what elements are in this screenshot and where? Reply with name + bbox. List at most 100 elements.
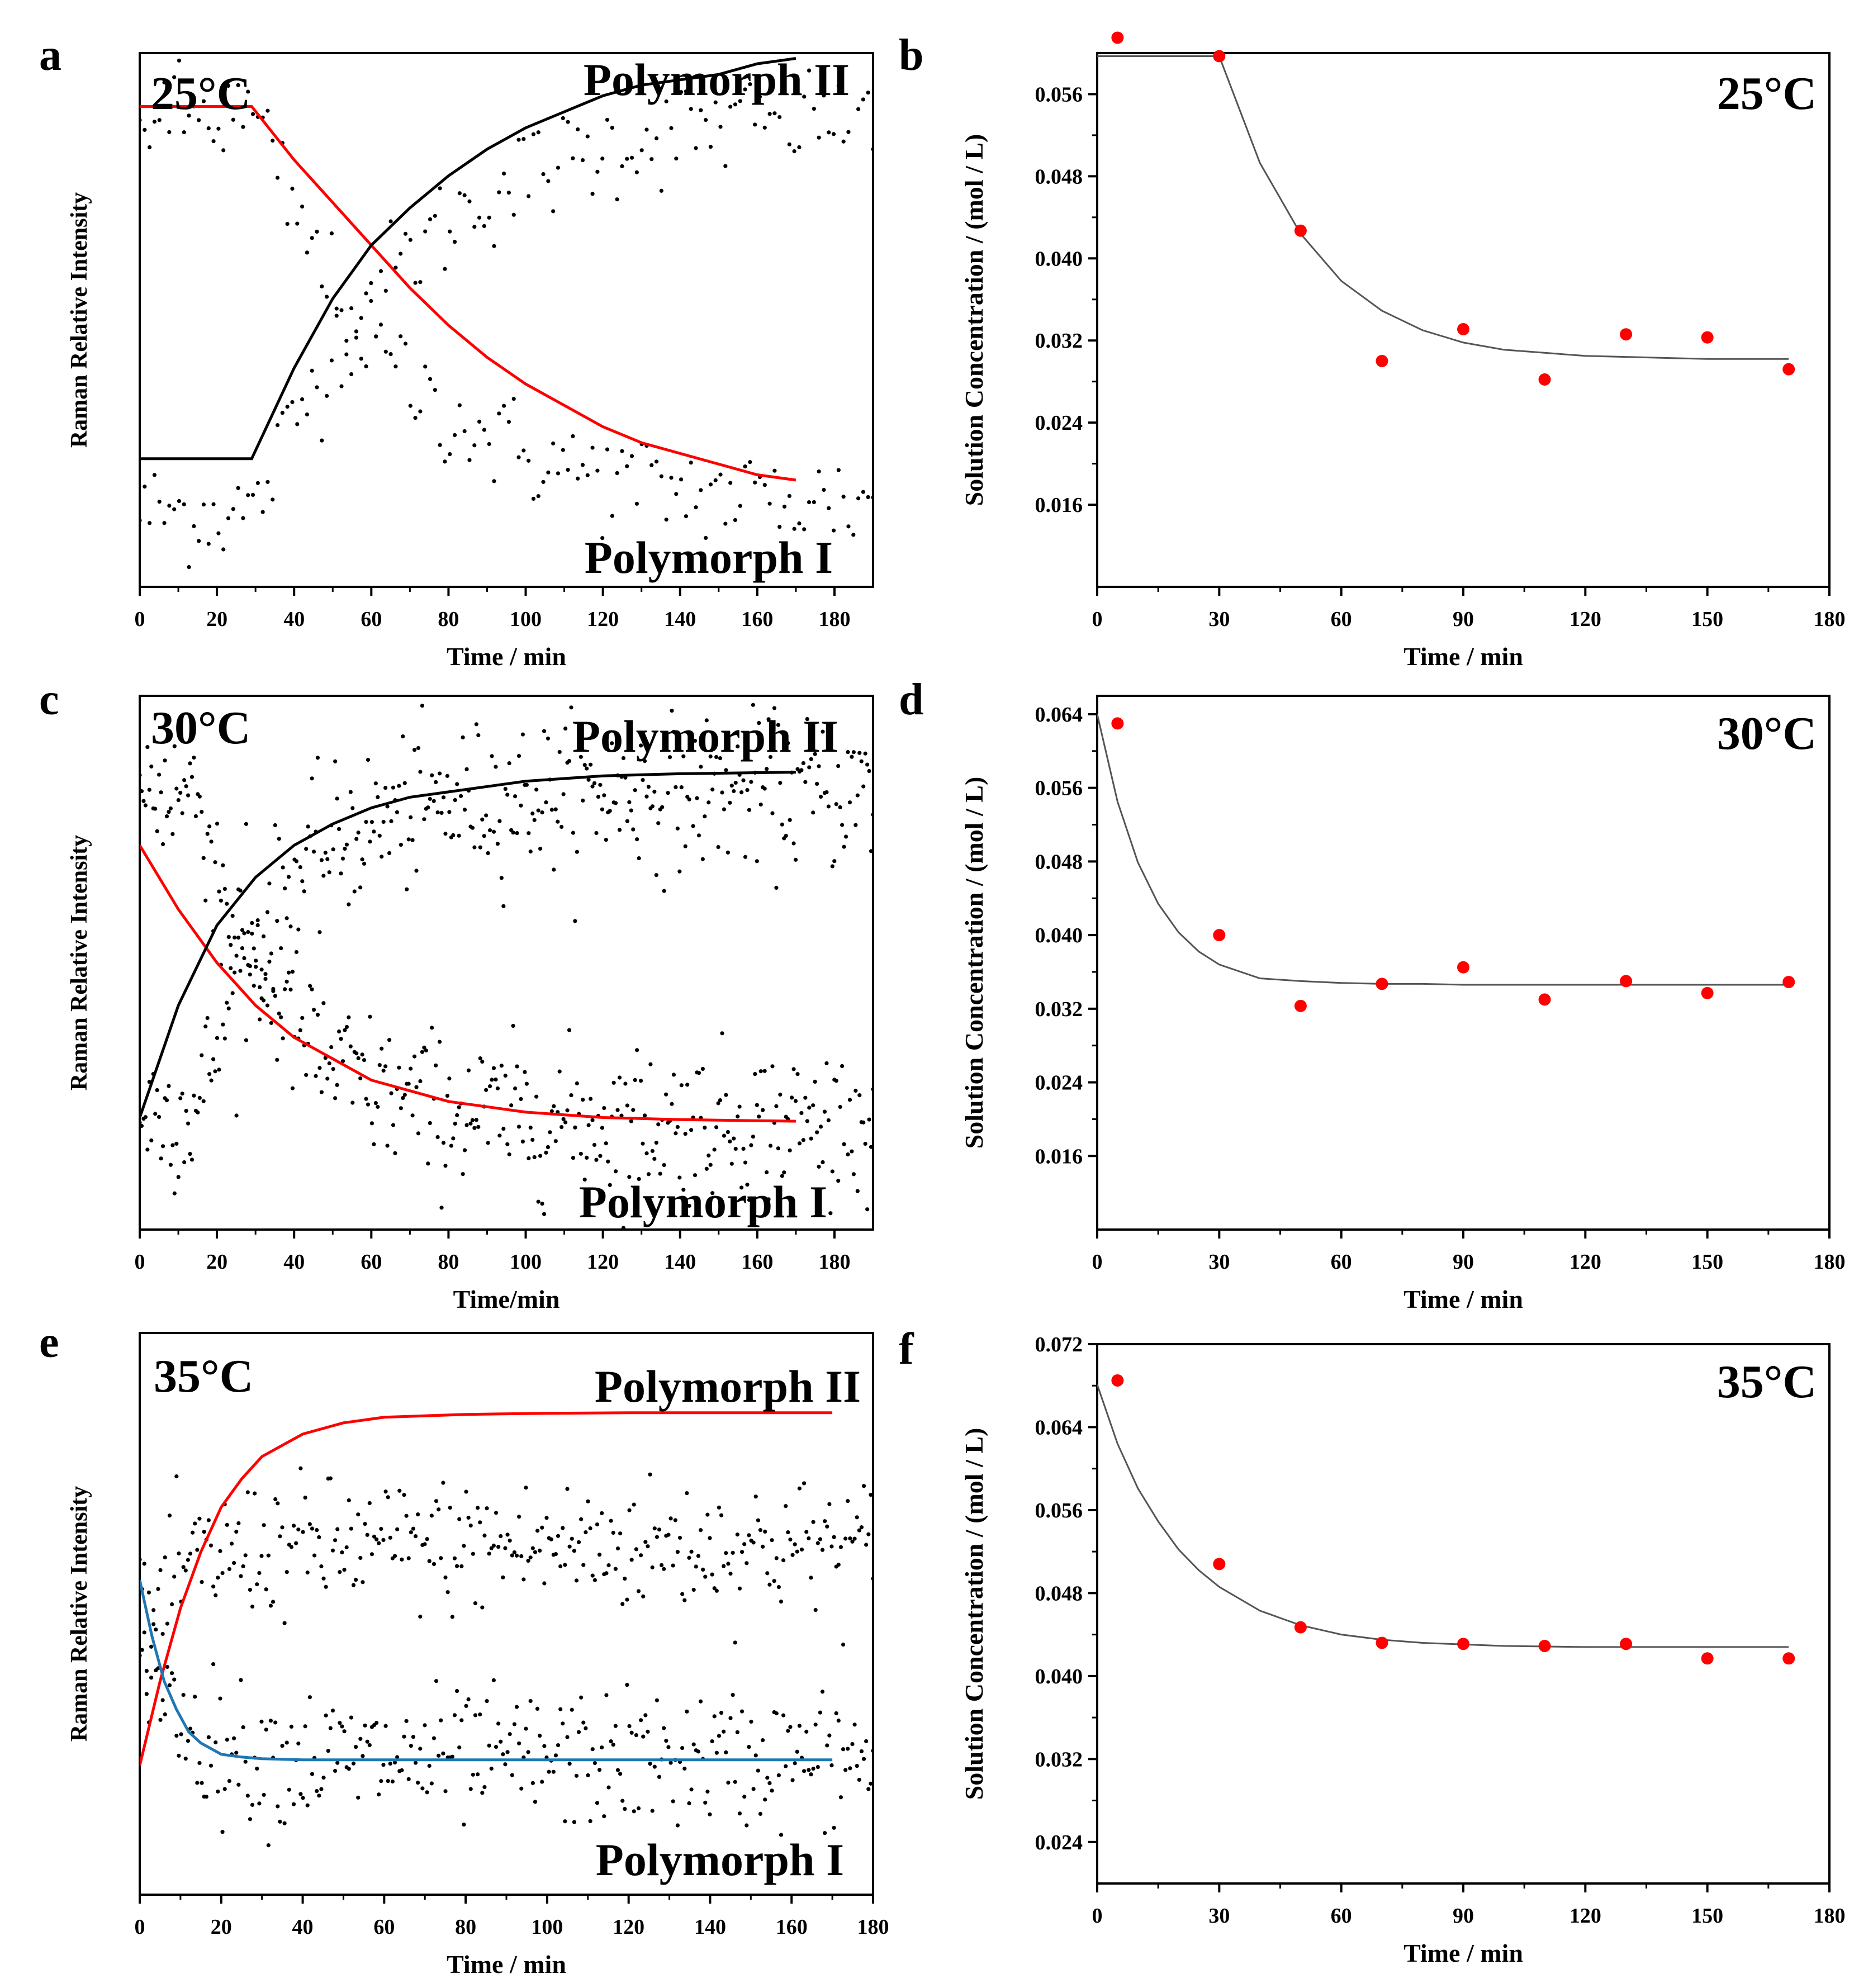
raman-point	[708, 1812, 712, 1816]
raman-point	[149, 1138, 154, 1143]
raman-point	[203, 898, 208, 903]
raman-point	[743, 87, 747, 92]
x-tick-label: 90	[1453, 1904, 1474, 1928]
raman-point	[300, 204, 305, 209]
raman-point	[164, 1098, 169, 1103]
raman-point	[186, 1558, 190, 1562]
raman-point	[859, 1749, 864, 1754]
raman-point	[201, 856, 206, 860]
raman-point	[474, 722, 478, 727]
raman-point	[784, 833, 788, 838]
raman-point	[220, 1571, 225, 1576]
x-tick-label: 120	[1569, 1250, 1601, 1274]
raman-point	[745, 1823, 749, 1828]
raman-point	[369, 1552, 374, 1557]
raman-point	[499, 1739, 503, 1744]
raman-point	[654, 136, 659, 141]
raman-point	[145, 744, 150, 749]
raman-point	[466, 1515, 471, 1520]
raman-point	[758, 802, 763, 807]
raman-point	[623, 1081, 628, 1086]
raman-point	[374, 1720, 379, 1725]
raman-point	[662, 1567, 666, 1571]
raman-point	[434, 1499, 439, 1503]
raman-point	[521, 1755, 526, 1760]
raman-point	[207, 1072, 212, 1076]
raman-point	[275, 423, 280, 428]
raman-point	[412, 748, 417, 752]
raman-point	[388, 1761, 392, 1766]
raman-point	[629, 808, 633, 813]
raman-point	[230, 913, 235, 918]
raman-point	[204, 1795, 208, 1799]
raman-point	[648, 1062, 653, 1066]
raman-point	[158, 1568, 163, 1572]
concentration-point	[1782, 1652, 1795, 1665]
raman-point	[787, 494, 791, 499]
raman-point	[704, 718, 709, 723]
raman-point	[826, 1118, 831, 1123]
raman-point	[566, 467, 570, 472]
raman-point	[528, 1125, 533, 1130]
raman-point	[684, 514, 688, 519]
y-tick-label: 0.016	[1035, 494, 1083, 517]
raman-point	[434, 780, 438, 784]
raman-point	[201, 99, 206, 103]
raman-point	[852, 1723, 857, 1727]
raman-point	[425, 1537, 429, 1541]
x-axis-label: Time/min	[453, 1285, 560, 1313]
raman-point	[533, 1550, 538, 1554]
raman-point	[413, 1534, 418, 1539]
raman-point	[534, 1094, 539, 1099]
raman-point	[736, 744, 740, 749]
raman-point	[496, 1545, 501, 1549]
raman-point	[802, 527, 807, 532]
raman-point	[369, 281, 373, 286]
raman-point	[657, 1775, 662, 1779]
raman-point	[576, 127, 580, 132]
raman-point	[160, 1698, 165, 1702]
raman-point	[733, 780, 738, 785]
raman-point	[410, 1113, 415, 1118]
raman-point	[447, 1076, 452, 1081]
raman-point	[467, 458, 472, 462]
raman-point	[282, 1621, 287, 1625]
raman-point	[225, 1522, 229, 1527]
raman-point	[213, 1069, 217, 1074]
raman-point	[435, 1135, 440, 1140]
raman-point	[339, 871, 343, 876]
raman-point	[535, 1706, 540, 1711]
raman-point	[159, 1156, 163, 1161]
raman-point	[302, 889, 306, 894]
raman-point	[639, 1553, 643, 1558]
raman-point	[184, 784, 188, 789]
raman-point	[431, 1736, 437, 1740]
raman-point	[546, 1145, 551, 1150]
raman-point	[636, 1589, 641, 1593]
raman-point	[779, 1599, 784, 1604]
raman-point	[236, 1521, 241, 1526]
raman-point	[695, 796, 699, 800]
raman-point	[724, 1750, 728, 1755]
raman-point	[571, 831, 576, 835]
raman-point	[215, 822, 220, 826]
temperature-label: 25°C	[1717, 68, 1817, 120]
raman-point	[786, 1729, 790, 1733]
raman-point	[824, 790, 829, 795]
raman-point	[708, 1536, 712, 1540]
raman-point	[620, 164, 624, 168]
raman-point	[391, 1123, 396, 1127]
raman-point	[557, 1069, 562, 1074]
raman-point	[263, 972, 268, 976]
raman-point	[533, 1800, 538, 1804]
raman-point	[732, 1136, 736, 1141]
raman-point	[592, 781, 597, 785]
x-tick-label: 80	[455, 1915, 476, 1939]
raman-point	[492, 244, 496, 248]
raman-point	[319, 1090, 324, 1094]
raman-point	[437, 1507, 441, 1512]
raman-point	[680, 1746, 685, 1750]
raman-point	[200, 1781, 204, 1785]
raman-point	[222, 886, 227, 891]
raman-point	[541, 172, 546, 177]
